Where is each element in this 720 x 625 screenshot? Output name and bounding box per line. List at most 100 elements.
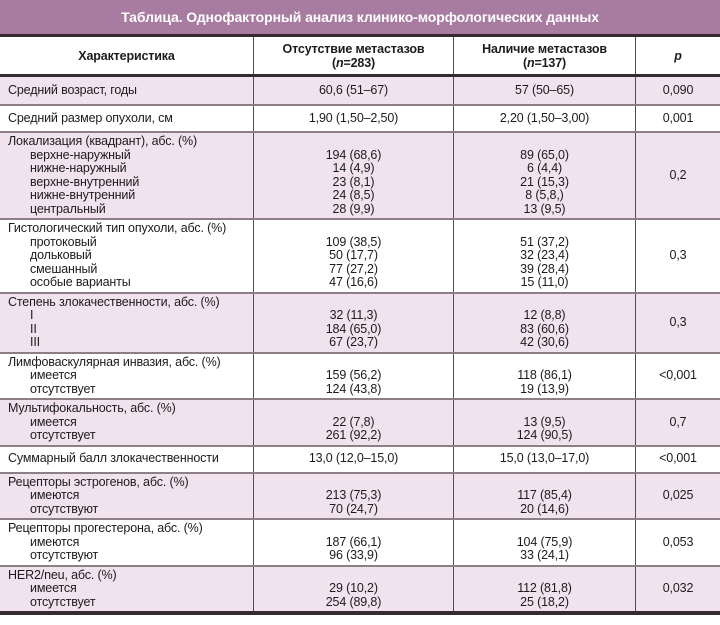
value-no-metastasis: 194 (68,6) 14 (4,9) 23 (8,1) 24 (8,5) 28…	[253, 133, 453, 218]
value-no-metastasis: 109 (38,5) 50 (17,7) 77 (27,2) 47 (16,6)	[253, 220, 453, 292]
p-value: 0,7	[635, 400, 720, 445]
row-label-cell: Рецепторы эстрогенов, абс. (%) имеются о…	[0, 474, 253, 519]
p-value: 0,2	[635, 133, 720, 218]
sub-item-label: имеется	[30, 368, 77, 382]
sub-item-label: верхне-внутренний	[30, 174, 140, 189]
value-metastasis: 57 (50–65)	[453, 77, 635, 104]
sub-item-label: верхне-наружный	[30, 147, 131, 162]
value-metastasis: 112 (81,8) 25 (18,2)	[453, 566, 635, 611]
table-title: Таблица. Однофакторный анализ клинико-мо…	[0, 0, 720, 37]
row-label: Лимфоваскулярная инвазия, абс. (%)	[8, 354, 221, 369]
data-table: Характеристика Отсутствие метастазов (n=…	[0, 37, 720, 615]
row-label-cell: Лимфоваскулярная инвазия, абс. (%) имеет…	[0, 354, 253, 399]
row-label-cell: Рецепторы прогестерона, абс. (%) имеются…	[0, 520, 253, 565]
table-row: HER2/neu, абс. (%) имеется отсутствует 2…	[0, 564, 720, 612]
row-label: HER2/neu, абс. (%)	[8, 567, 117, 582]
value-no-metastasis: 213 (75,3) 70 (24,7)	[253, 473, 453, 518]
column-header-n-count: (n=137)	[522, 55, 567, 70]
table-row: Локализация (квадрант), абс. (%) верхне-…	[0, 131, 720, 218]
p-value: 0,001	[635, 106, 720, 131]
sub-item-label: отсутствует	[30, 594, 96, 609]
row-label-cell: Мультифокальность, абс. (%) имеется отсу…	[0, 400, 253, 445]
row-label-cell: Степень злокачественности, абс. (%) I II…	[0, 294, 253, 352]
value-metastasis: 118 (86,1) 19 (13,9)	[453, 353, 635, 398]
sub-item-label: имеются	[30, 534, 80, 549]
row-label: Локализация (квадрант), абс. (%)	[8, 134, 198, 148]
column-header-line1: Отсутствие метастазов	[282, 41, 425, 56]
table-row: Лимфоваскулярная инвазия, абс. (%) имеет…	[0, 351, 720, 399]
column-header-line1: Наличие метастазов	[482, 41, 607, 56]
table-row: Гистологический тип опухоли, абс. (%) пр…	[0, 218, 720, 292]
row-label: Гистологический тип опухоли, абс. (%)	[8, 221, 227, 235]
value-no-metastasis: 1,90 (1,50–2,50)	[253, 106, 453, 131]
sub-item-label: смешанный	[30, 261, 98, 276]
table-row: Рецепторы эстрогенов, абс. (%) имеются о…	[0, 471, 720, 519]
sub-item-label: центральный	[30, 201, 106, 216]
p-value: 0,053	[635, 520, 720, 565]
value-no-metastasis: 13,0 (12,0–15,0)	[253, 446, 453, 472]
sub-item-label: протоковый	[30, 234, 97, 249]
p-value: 0,3	[635, 220, 720, 292]
sub-item-label: дольковый	[30, 248, 92, 262]
value-metastasis: 12 (8,8) 83 (60,6) 42 (30,6)	[453, 293, 635, 352]
value-no-metastasis: 60,6 (51–67)	[253, 77, 453, 104]
table-row: Степень злокачественности, абс. (%) I II…	[0, 291, 720, 352]
p-value: 0,090	[635, 77, 720, 104]
value-no-metastasis: 22 (7,8) 261 (92,2)	[253, 400, 453, 445]
value-no-metastasis: 32 (11,3) 184 (65,0) 67 (23,7)	[253, 293, 453, 352]
column-header-row: Характеристика Отсутствие метастазов (n=…	[0, 37, 720, 77]
p-value: 0,025	[635, 473, 720, 518]
value-no-metastasis: 159 (56,2) 124 (43,8)	[253, 353, 453, 398]
sub-item-label: III	[30, 335, 40, 349]
p-value: <0,001	[635, 353, 720, 398]
sub-item-label: отсутствует	[30, 381, 96, 396]
sub-item-label: нижне-внутренний	[30, 188, 136, 202]
value-metastasis: 104 (75,9) 33 (24,1)	[453, 520, 635, 565]
sub-item-label: отсутствуют	[30, 501, 99, 516]
row-label-cell: Средний возраст, годы	[0, 77, 253, 104]
value-metastasis: 15,0 (13,0–17,0)	[453, 446, 635, 472]
p-value: <0,001	[635, 446, 720, 472]
row-label: Средний размер опухоли, см	[8, 110, 173, 125]
value-no-metastasis: 29 (10,2) 254 (89,8)	[253, 566, 453, 611]
sub-item-label: отсутствует	[30, 428, 96, 442]
row-label: Рецепторы эстрогенов, абс. (%)	[8, 474, 189, 489]
value-metastasis: 89 (65,0) 6 (4,4) 21 (15,3) 8 (5,8,) 13 …	[453, 133, 635, 218]
table-row: Средний возраст, годы 60,6 (51–67) 57 (5…	[0, 77, 720, 104]
sub-item-label: особые варианты	[30, 275, 131, 289]
sub-item-label: нижне-наружный	[30, 161, 127, 175]
value-no-metastasis: 187 (66,1) 96 (33,9)	[253, 520, 453, 565]
value-metastasis: 2,20 (1,50–3,00)	[453, 106, 635, 131]
column-header-p: p	[635, 37, 720, 74]
sub-item-label: имеются	[30, 488, 80, 502]
row-label-cell: Суммарный балл злокачественности	[0, 447, 253, 472]
sub-item-label: имеется	[30, 581, 77, 595]
p-value: 0,032	[635, 566, 720, 611]
column-header-no-metastasis: Отсутствие метастазов (n=283)	[253, 37, 453, 74]
row-label-cell: Гистологический тип опухоли, абс. (%) пр…	[0, 220, 253, 292]
value-metastasis: 51 (37,2) 32 (23,4) 39 (28,4) 15 (11,0)	[453, 220, 635, 292]
table-row: Средний размер опухоли, см 1,90 (1,50–2,…	[0, 104, 720, 131]
column-header-characteristic: Характеристика	[78, 48, 175, 63]
sub-item-label: I	[30, 308, 34, 322]
row-label: Средний возраст, годы	[8, 82, 137, 97]
value-metastasis: 13 (9,5) 124 (90,5)	[453, 400, 635, 445]
row-label: Мультифокальность, абс. (%)	[8, 401, 176, 415]
row-label: Рецепторы прогестерона, абс. (%)	[8, 521, 203, 535]
value-metastasis: 117 (85,4) 20 (14,6)	[453, 473, 635, 518]
sub-item-label: II	[30, 321, 37, 336]
row-label-cell: HER2/neu, абс. (%) имеется отсутствует	[0, 567, 253, 612]
row-label: Степень злокачественности, абс. (%)	[8, 294, 220, 309]
sub-item-label: имеется	[30, 414, 77, 429]
table-row: Рецепторы прогестерона, абс. (%) имеются…	[0, 518, 720, 565]
p-value: 0,3	[635, 293, 720, 352]
column-header-metastasis: Наличие метастазов (n=137)	[453, 37, 635, 74]
table-row: Мультифокальность, абс. (%) имеется отсу…	[0, 398, 720, 445]
column-header-n-count: (n=283)	[331, 55, 376, 70]
row-label-cell: Средний размер опухоли, см	[0, 106, 253, 131]
row-label-cell: Локализация (квадрант), абс. (%) верхне-…	[0, 133, 253, 218]
row-label: Суммарный балл злокачественности	[8, 451, 219, 466]
sub-item-label: отсутствуют	[30, 548, 99, 562]
table-row: Суммарный балл злокачественности 13,0 (1…	[0, 444, 720, 472]
